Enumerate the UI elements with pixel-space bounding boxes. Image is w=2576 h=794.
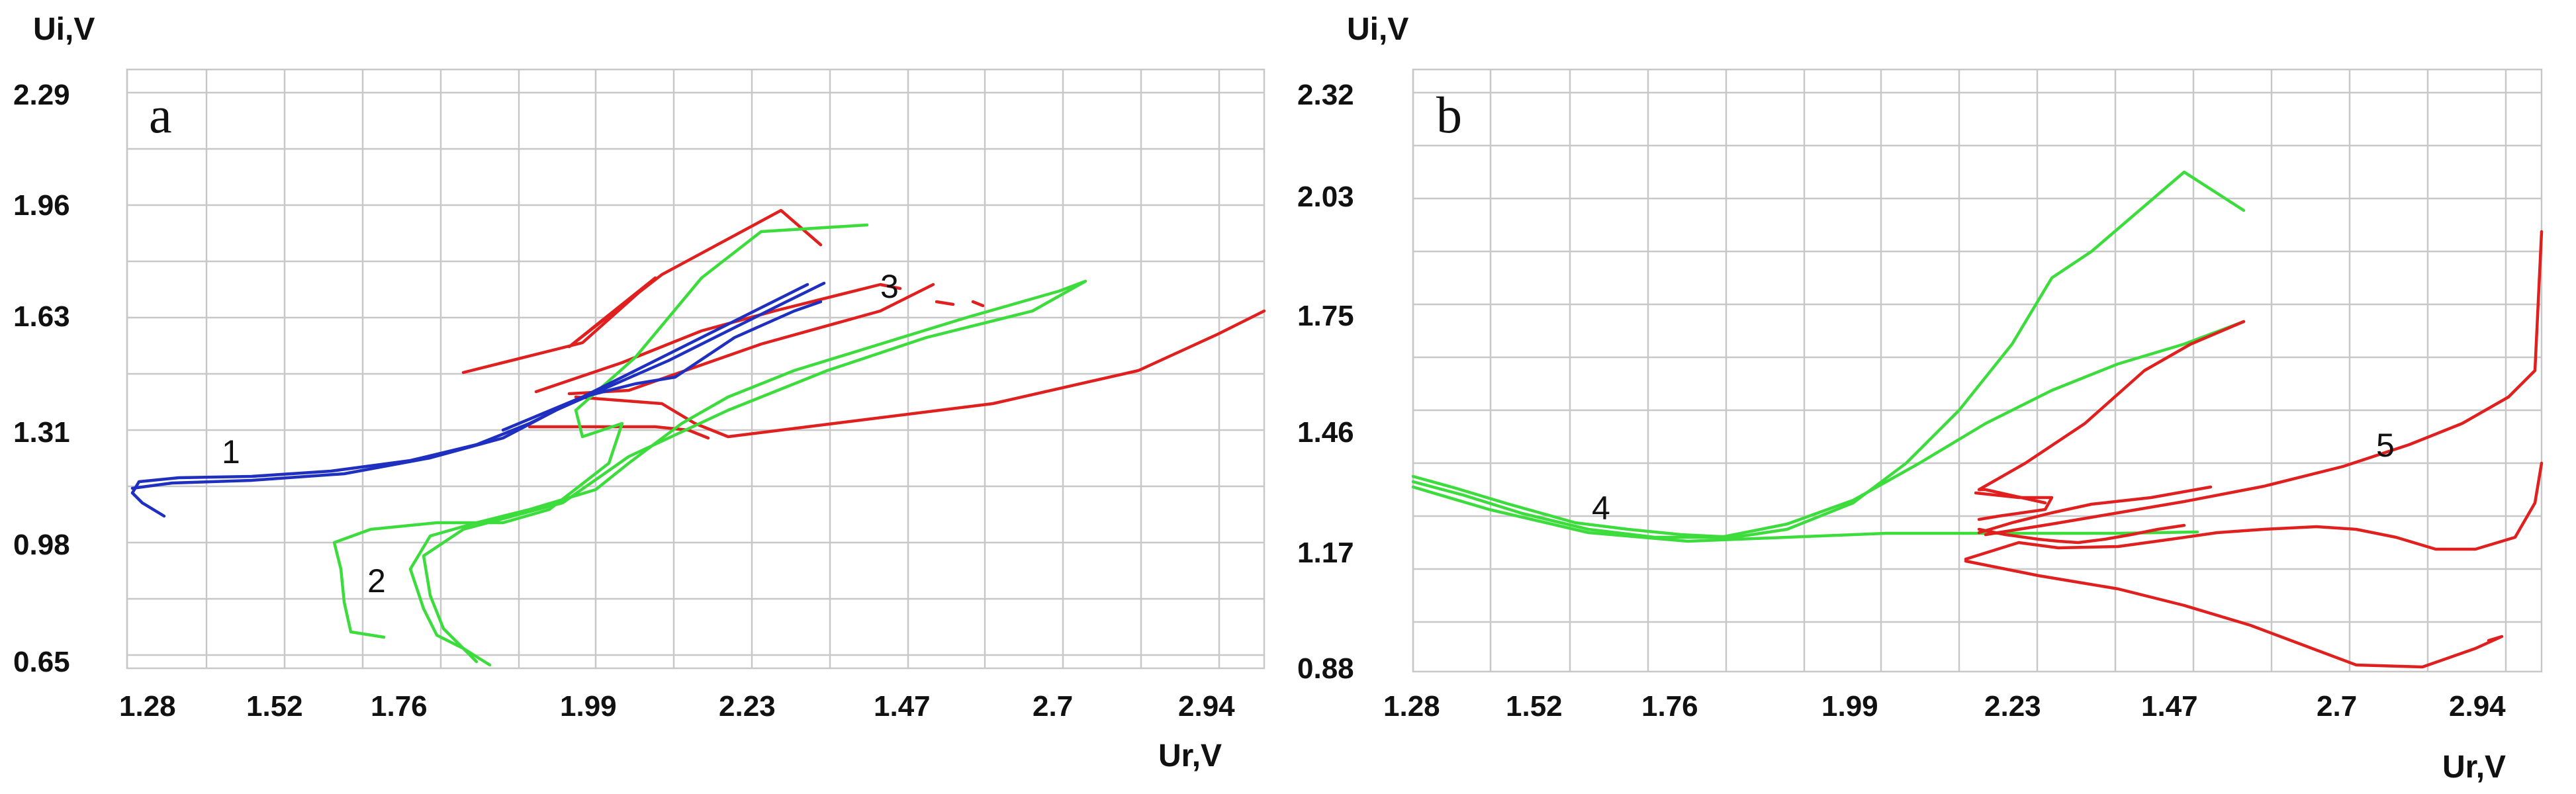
panel-b-series-5-segment bbox=[1964, 461, 2544, 561]
panel-b-series-4-segment bbox=[1411, 170, 2246, 539]
panel-b-series-5-segment bbox=[1974, 491, 2054, 521]
panel-a-curve-label-2: 2 bbox=[367, 562, 386, 599]
panel-a-plot-area bbox=[126, 68, 1265, 670]
panel-a-x-tick-label: 1.99 bbox=[560, 690, 617, 723]
panel-b-x-axis-title: Ur,V bbox=[2442, 750, 2506, 785]
panel-b-x-tick-label: 1.47 bbox=[2141, 690, 2198, 723]
panel-b-y-axis-title: Ui,V bbox=[1347, 12, 1408, 47]
panel-b-series-5-segment bbox=[1977, 485, 2213, 535]
panel-a-y-tick-label: 1.63 bbox=[13, 300, 70, 333]
panel-a: 1 2 3 a Ui,V Ur,V 2.29 1.96 1.63 1.31 0.… bbox=[13, 12, 1266, 773]
panel-b-series-5-segment bbox=[1984, 230, 2544, 537]
panel-b-letter: b bbox=[1436, 86, 1462, 144]
panel-a-series-3-segment bbox=[971, 300, 985, 308]
panel-a-series-3-segment bbox=[574, 309, 1266, 439]
panel-b-y-tick-label: 1.75 bbox=[1297, 300, 1354, 332]
panel-b-x-tick-label: 1.99 bbox=[1821, 690, 1878, 723]
panel-a-x-axis-title: Ur,V bbox=[1158, 738, 1222, 773]
panel-a-letter: a bbox=[149, 86, 172, 144]
panel-a-series-1-segment bbox=[130, 281, 826, 490]
panel-a-series-3-segment bbox=[528, 425, 710, 440]
panel-b-series-4-segment bbox=[1411, 485, 2199, 543]
panel-b-series-5-segment bbox=[1977, 320, 2246, 505]
panel-a-series-3-segment bbox=[461, 208, 823, 375]
panel-b-x-tick-label: 1.52 bbox=[1506, 690, 1563, 723]
panel-b-y-tick-label: 1.17 bbox=[1297, 537, 1354, 569]
panel-b-curves bbox=[1411, 170, 2544, 669]
panel-a-y-tick-label: 0.98 bbox=[13, 529, 70, 561]
panel-b-curve-label-4: 4 bbox=[1592, 490, 1610, 527]
panel-b-curve-label-5: 5 bbox=[2376, 427, 2395, 464]
panel-a-y-tick-label: 1.31 bbox=[13, 416, 70, 449]
panel-b-x-tick-label: 2.7 bbox=[2317, 690, 2357, 723]
panel-b-series-5-segment bbox=[1977, 523, 2186, 545]
panel-a-y-axis-title: Ui,V bbox=[33, 12, 95, 47]
panel-a-series-2-segment bbox=[408, 279, 1087, 667]
panel-b-grid bbox=[1412, 69, 2542, 672]
panel-b: 4 5 b Ui,V Ur,V 2.32 2.03 1.75 1.46 1.17… bbox=[1297, 12, 2544, 785]
panel-a-x-tick-label: 1.47 bbox=[874, 690, 931, 723]
panel-a-series-2-segment bbox=[422, 309, 1035, 664]
panel-b-x-tick-label: 1.28 bbox=[1383, 690, 1440, 723]
panel-b-series-4-segment bbox=[1411, 320, 2246, 539]
panel-b-x-tick-label: 2.23 bbox=[1984, 690, 2041, 723]
panel-a-y-tick-label: 1.96 bbox=[13, 189, 70, 222]
panel-a-curve-label-1: 1 bbox=[222, 433, 240, 470]
panel-a-y-tick-label: 0.65 bbox=[13, 646, 70, 678]
panel-a-series-1-segment bbox=[501, 300, 823, 432]
panel-a-x-tick-label: 2.94 bbox=[1178, 690, 1235, 723]
panel-b-y-tick-label: 2.03 bbox=[1297, 181, 1354, 213]
panel-a-series-2-segment bbox=[332, 223, 869, 639]
panel-a-curves bbox=[130, 208, 1266, 667]
panel-a-x-tick-label: 2.7 bbox=[1033, 690, 1073, 723]
panel-b-y-tick-label: 0.88 bbox=[1297, 652, 1354, 685]
panel-b-x-tick-label: 1.76 bbox=[1641, 690, 1698, 723]
panel-a-x-tick-label: 1.52 bbox=[246, 690, 303, 723]
panel-b-y-tick-label: 1.46 bbox=[1297, 416, 1354, 449]
panel-a-series-3-segment bbox=[935, 300, 955, 306]
panel-b-plot-area bbox=[1412, 68, 2543, 673]
panel-a-x-tick-label: 1.28 bbox=[119, 690, 176, 723]
panel-a-x-tick-label: 1.76 bbox=[371, 690, 428, 723]
panel-b-x-tick-label: 2.94 bbox=[2449, 690, 2506, 723]
panel-a-curve-label-3: 3 bbox=[880, 268, 899, 305]
panel-a-y-tick-label: 2.29 bbox=[13, 79, 70, 111]
panel-a-x-tick-label: 2.23 bbox=[719, 690, 776, 723]
panel-b-y-tick-label: 2.32 bbox=[1297, 79, 1354, 111]
panel-b-series-5-segment bbox=[1964, 559, 2504, 669]
